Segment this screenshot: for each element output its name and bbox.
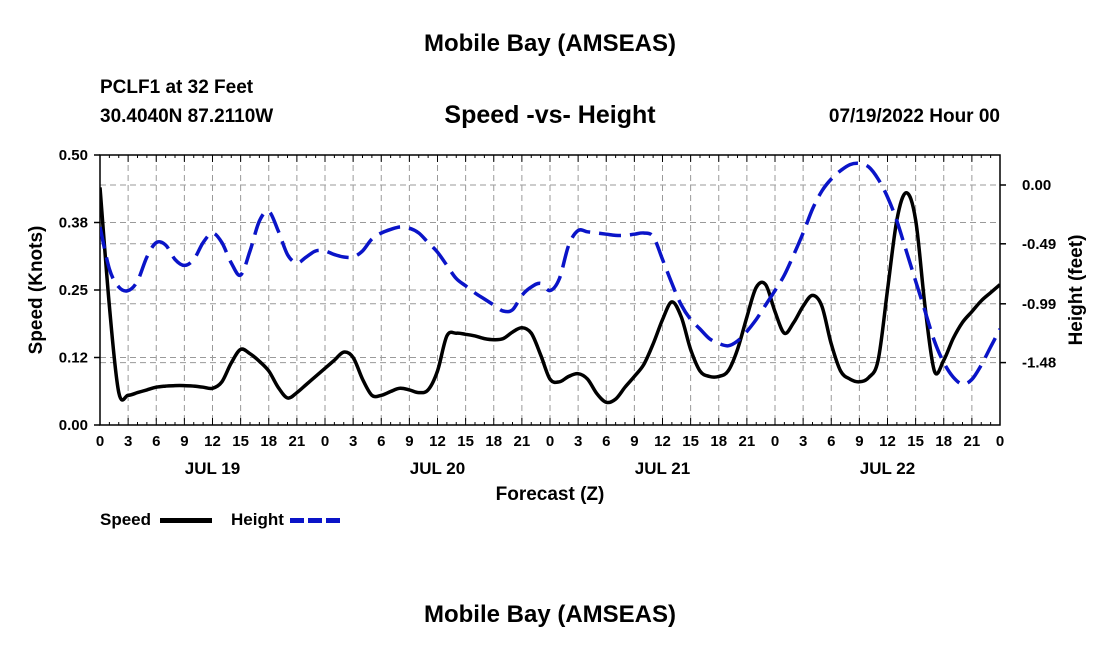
x-tick-label: 12 [879, 433, 896, 450]
x-tick-label: 21 [739, 433, 756, 450]
x-tick-label: 0 [546, 433, 554, 450]
x-tick-label: 12 [429, 433, 446, 450]
x-tick-label: 15 [682, 433, 699, 450]
series-line-height [100, 161, 1000, 386]
x-tick-label: 6 [152, 433, 160, 450]
x-tick-label: 18 [485, 433, 502, 450]
x-tick-label: 12 [654, 433, 671, 450]
x-tick-label: 0 [96, 433, 104, 450]
footer-title: Mobile Bay (AMSEAS) [423, 601, 677, 628]
y-tick-label: 0.50 [59, 147, 88, 164]
y-tick-label: 0.38 [59, 215, 88, 232]
x-tick-label: 9 [855, 433, 863, 450]
x-tick-label: 0 [996, 433, 1004, 450]
x-tick-label: 9 [180, 433, 188, 450]
legend-height-swatch [290, 518, 342, 523]
x-tick-label: 21 [289, 433, 306, 450]
day-label: JUL 20 [410, 459, 465, 478]
x-tick-label: 3 [799, 433, 807, 450]
y2-axis-title: Height (feet) [1066, 235, 1087, 346]
x-tick-label: 3 [349, 433, 357, 450]
legend-speed-swatch [160, 518, 212, 523]
legend-speed-label: Speed [100, 510, 152, 529]
day-label: JUL 21 [635, 459, 690, 478]
forecast-datetime: 07/19/2022 Hour 00 [828, 106, 1000, 127]
x-tick-label: 3 [124, 433, 132, 450]
y-tick-label: 0.12 [59, 350, 88, 367]
y-tick-label: 0.25 [59, 282, 88, 299]
x-tick-label: 6 [602, 433, 610, 450]
coordinates-label: 30.4040N 87.2110W [100, 106, 274, 127]
x-tick-label: 6 [377, 433, 385, 450]
x-tick-label: 0 [771, 433, 779, 450]
x-tick-label: 21 [964, 433, 981, 450]
x-tick-label: 6 [827, 433, 835, 450]
day-label: JUL 19 [185, 459, 240, 478]
y2-tick-label: -0.49 [1022, 236, 1056, 253]
x-tick-label: 18 [710, 433, 727, 450]
x-tick-label: 9 [405, 433, 413, 450]
chart-main-title: Mobile Bay (AMSEAS) [423, 30, 677, 57]
y2-tick-label: 0.00 [1022, 177, 1051, 194]
x-axis-title: Forecast (Z) [496, 484, 605, 505]
y2-tick-label: -1.48 [1022, 355, 1056, 372]
x-tick-label: 9 [630, 433, 638, 450]
x-tick-label: 18 [260, 433, 277, 450]
x-tick-label: 0 [321, 433, 329, 450]
x-tick-label: 12 [204, 433, 221, 450]
y-tick-label: 0.00 [59, 417, 88, 434]
legend-height-label: Height [231, 510, 284, 529]
y2-tick-label: -0.99 [1022, 296, 1056, 313]
chart-subtitle: Speed -vs- Height [444, 101, 656, 129]
x-tick-label: 15 [457, 433, 474, 450]
x-tick-label: 15 [907, 433, 924, 450]
y-axis-title: Speed (Knots) [26, 226, 47, 355]
x-tick-label: 21 [514, 433, 531, 450]
x-tick-label: 15 [232, 433, 249, 450]
day-label: JUL 22 [860, 459, 915, 478]
x-tick-label: 3 [574, 433, 582, 450]
x-tick-label: 18 [935, 433, 952, 450]
series-line-speed [100, 187, 1000, 405]
station-label: PCLF1 at 32 Feet [100, 77, 254, 98]
